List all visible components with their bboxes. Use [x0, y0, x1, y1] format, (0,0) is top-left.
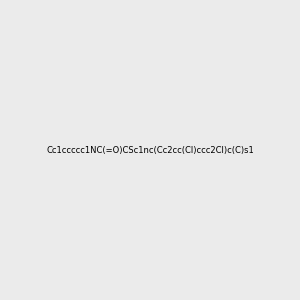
- Text: Cc1ccccc1NC(=O)CSc1nc(Cc2cc(Cl)ccc2Cl)c(C)s1: Cc1ccccc1NC(=O)CSc1nc(Cc2cc(Cl)ccc2Cl)c(…: [46, 146, 254, 154]
